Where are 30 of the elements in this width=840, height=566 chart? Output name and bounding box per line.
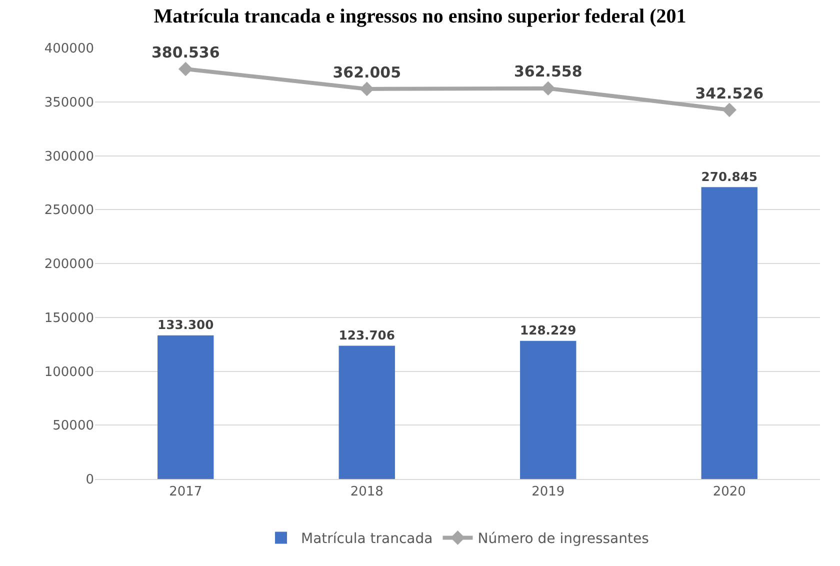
y-tick-label: 250000 (44, 203, 94, 218)
data-label: 270.845 (701, 170, 758, 184)
bar (701, 187, 758, 479)
x-tick-label: 2020 (712, 484, 746, 500)
y-tick-label: 50000 (52, 418, 94, 434)
data-label: 362.005 (332, 63, 402, 82)
bar (158, 335, 214, 479)
x-tick-label: 2017 (169, 484, 202, 500)
data-label: 133.300 (158, 318, 214, 332)
data-label: 342.526 (695, 84, 764, 102)
legend-label: Número de ingressantes (478, 531, 649, 548)
data-label: 380.536 (151, 43, 220, 62)
data-label: 362.558 (514, 62, 582, 81)
bar (520, 340, 576, 479)
legend-label: Matrícula trancada (301, 531, 433, 548)
bar (338, 346, 395, 479)
y-tick-label: 100000 (44, 364, 94, 380)
data-label: 128.229 (520, 324, 576, 338)
chart-title: Matrícula trancada e ingressos no ensino superior federal (201 (154, 5, 686, 28)
data-label: 123.706 (338, 328, 395, 342)
y-tick-label: 300000 (44, 149, 94, 164)
x-tick-label: 2018 (350, 484, 384, 500)
x-tick-label: 2019 (532, 484, 565, 500)
y-tick-label: 150000 (44, 310, 94, 326)
y-tick-label: 350000 (44, 95, 94, 110)
y-tick-label: 200000 (44, 257, 94, 272)
point (178, 62, 193, 76)
y-tick-label: 400000 (44, 42, 94, 57)
point (722, 102, 737, 118)
y-tick-label: 0 (86, 472, 94, 488)
